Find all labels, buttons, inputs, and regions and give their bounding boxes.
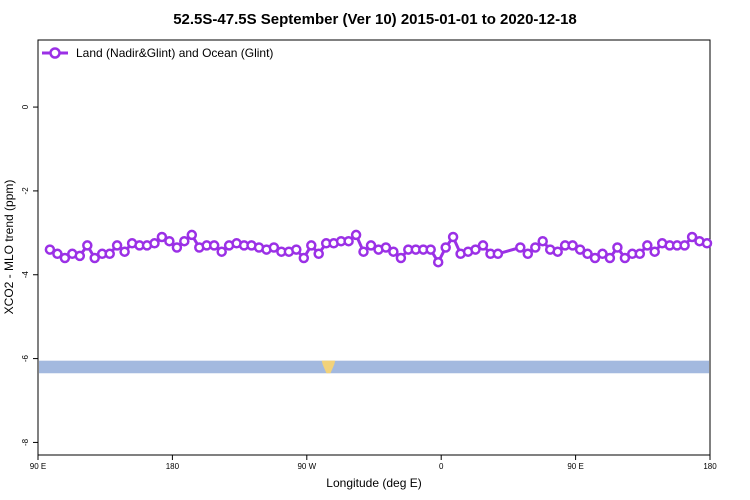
- data-point: [82, 240, 93, 251]
- x-tick-label: 90 E: [567, 462, 583, 471]
- data-point: [701, 238, 713, 249]
- series-layer: [44, 229, 713, 268]
- data-point: [634, 248, 646, 260]
- land-patch: [321, 360, 336, 374]
- data-point: [522, 248, 534, 260]
- data-point: [89, 252, 100, 264]
- data-point: [582, 248, 593, 260]
- data-point: [216, 246, 227, 257]
- y-axis: 0 -2 -4 -6 -8: [21, 104, 38, 446]
- data-point: [268, 242, 280, 253]
- data-point: [149, 238, 160, 249]
- data-point: [380, 242, 392, 253]
- data-point: [574, 244, 586, 255]
- data-point: [597, 248, 608, 260]
- legend-marker: [49, 47, 61, 59]
- data-point: [447, 231, 459, 243]
- x-axis-label: Longitude (deg E): [326, 476, 421, 490]
- data-point: [388, 246, 399, 257]
- data-point: [119, 246, 130, 257]
- data-point: [59, 252, 71, 264]
- data-point: [649, 246, 660, 257]
- data-point: [186, 229, 198, 241]
- data-point: [171, 242, 183, 253]
- data-point: [679, 240, 690, 251]
- legend: Land (Nadir&Glint) and Ocean (Glint): [42, 46, 273, 60]
- data-point: [291, 244, 302, 255]
- data-point: [74, 250, 86, 262]
- data-point: [567, 240, 578, 251]
- data-point: [642, 240, 653, 251]
- land-layer: [321, 360, 336, 374]
- x-tick-label: 90 E: [30, 462, 46, 471]
- data-point: [313, 248, 324, 260]
- data-point: [612, 242, 623, 253]
- x-tick-label: 0: [439, 462, 444, 471]
- ocean-band-layer: [39, 360, 709, 374]
- y-tick-label: -4: [21, 271, 30, 279]
- data-point: [515, 242, 526, 253]
- y-axis-label: XCO2 - MLO trend (ppm): [2, 180, 16, 315]
- data-point: [343, 235, 354, 247]
- data-point: [477, 240, 489, 251]
- ocean-band: [39, 360, 709, 374]
- data-point: [164, 235, 175, 247]
- data-point: [306, 240, 317, 251]
- data-point: [111, 240, 123, 251]
- data-point: [365, 240, 377, 251]
- data-point: [156, 231, 168, 243]
- data-point: [440, 242, 451, 253]
- y-tick-label: -6: [21, 354, 30, 362]
- x-tick-label: 180: [703, 462, 717, 471]
- data-point: [104, 248, 115, 260]
- data-point: [552, 246, 563, 257]
- y-tick-label: -2: [21, 187, 30, 195]
- data-point: [350, 229, 362, 241]
- x-tick-label: 90 W: [297, 462, 316, 471]
- y-tick-label: 0: [21, 104, 30, 109]
- data-point: [470, 244, 481, 255]
- x-tick-label: 180: [166, 462, 180, 471]
- data-point: [298, 252, 310, 264]
- data-point: [537, 235, 548, 247]
- data-point: [432, 256, 444, 268]
- data-point: [530, 242, 541, 253]
- data-point: [686, 231, 698, 243]
- data-point: [589, 252, 601, 264]
- data-point: [208, 240, 220, 251]
- chart-title: 52.5S-47.5S September (Ver 10) 2015-01-0…: [173, 11, 577, 28]
- data-point: [179, 235, 190, 247]
- data-point: [425, 244, 436, 255]
- data-point: [492, 248, 504, 260]
- data-point: [619, 252, 631, 264]
- data-point: [52, 248, 63, 260]
- x-axis: 90 E 180 90 W 0 90 E 180: [30, 455, 717, 471]
- data-point: [395, 252, 407, 264]
- y-tick-label: -8: [21, 438, 30, 446]
- data-point: [604, 252, 616, 264]
- data-point: [44, 244, 56, 255]
- legend-label: Land (Nadir&Glint) and Ocean (Glint): [76, 46, 273, 60]
- data-point: [358, 246, 369, 257]
